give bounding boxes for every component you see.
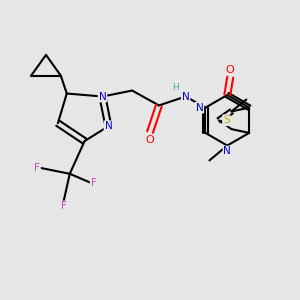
Text: N: N bbox=[224, 146, 231, 157]
Text: N: N bbox=[104, 121, 112, 131]
Text: O: O bbox=[226, 65, 235, 75]
Text: O: O bbox=[146, 135, 154, 145]
Text: N: N bbox=[196, 103, 203, 112]
Text: N: N bbox=[99, 92, 106, 101]
Text: S: S bbox=[223, 115, 230, 125]
Text: H: H bbox=[172, 83, 178, 92]
Text: F: F bbox=[91, 178, 97, 188]
Text: F: F bbox=[61, 202, 67, 212]
Text: F: F bbox=[34, 163, 40, 173]
Text: N: N bbox=[182, 92, 190, 101]
